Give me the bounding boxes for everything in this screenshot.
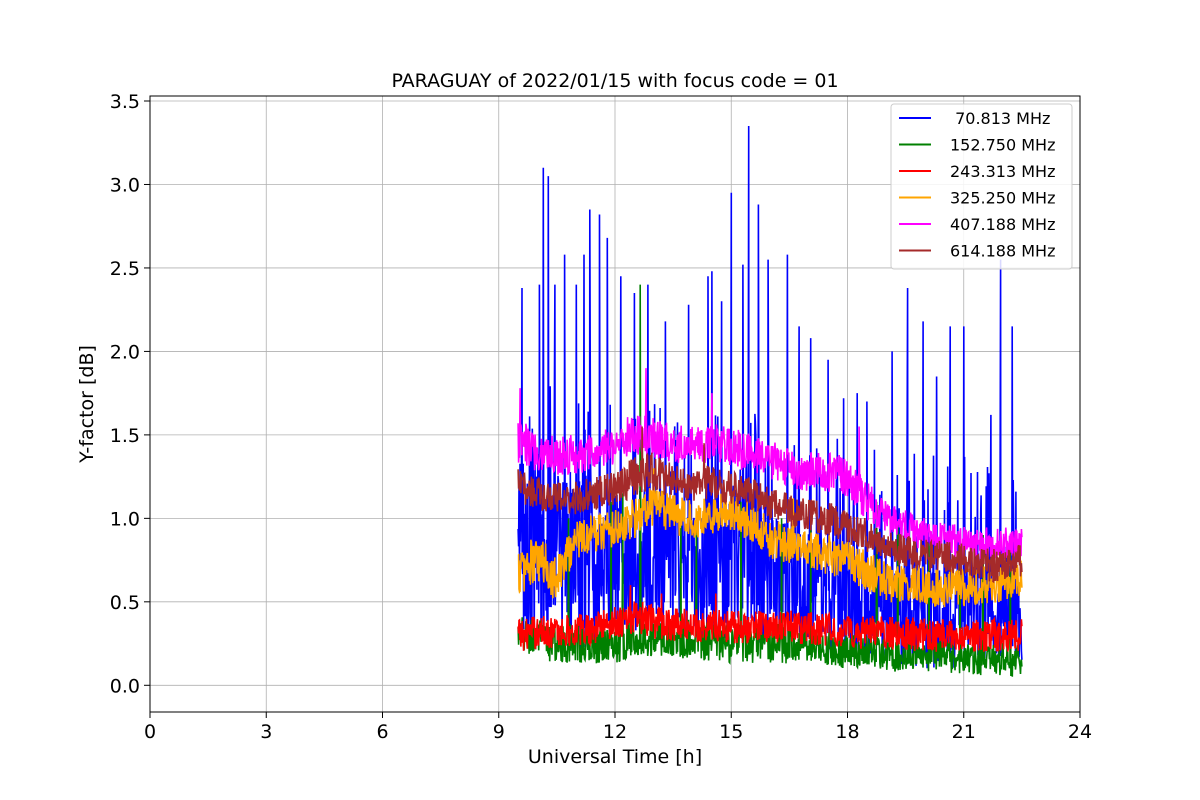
y-tick-label: 1.5 <box>110 425 140 447</box>
legend-label: 243.313 MHz <box>950 162 1055 181</box>
legend-label: 70.813 MHz <box>950 109 1050 128</box>
x-axis: 0 3 6 9 12 15 18 21 24 <box>144 712 1092 743</box>
x-axis-label: Universal Time [h] <box>528 746 702 768</box>
y-tick-label: 2.5 <box>110 258 140 280</box>
x-tick-label: 24 <box>1068 721 1092 743</box>
y-axis-label: Y-factor [dB] <box>76 345 98 464</box>
legend-label: 407.188 MHz <box>950 215 1055 234</box>
y-tick-label: 3.5 <box>110 91 140 113</box>
series-line <box>517 585 1023 652</box>
chart-title: PARAGUAY of 2022/01/15 with focus code =… <box>391 70 838 92</box>
y-tick-label: 3.0 <box>110 174 140 196</box>
legend: 70.813 MHz 152.750 MHz 243.313 MHz 325.250 … <box>890 103 1073 270</box>
legend-label: 152.750 MHz <box>950 136 1055 155</box>
x-tick-label: 21 <box>952 721 976 743</box>
x-tick-label: 6 <box>376 721 388 743</box>
series-line <box>517 426 1023 584</box>
x-tick-label: 18 <box>835 721 859 743</box>
y-tick-label: 2.0 <box>110 341 140 363</box>
legend-label: 614.188 MHz <box>950 242 1055 261</box>
x-tick-label: 15 <box>719 721 743 743</box>
y-tick-label: 1.0 <box>110 508 140 530</box>
x-tick-label: 12 <box>603 721 627 743</box>
series-line <box>517 468 1023 608</box>
legend-label: 325.250 MHz <box>950 189 1055 208</box>
y-axis: 0.0 0.5 1.0 1.5 2.0 2.5 3.0 3.5 <box>110 91 150 697</box>
y-tick-label: 0.0 <box>110 675 140 697</box>
legend-box <box>890 103 1073 270</box>
x-tick-label: 9 <box>493 721 505 743</box>
series-layer <box>517 125 1023 677</box>
x-tick-label: 0 <box>144 721 156 743</box>
y-tick-label: 0.5 <box>110 592 140 614</box>
x-tick-label: 3 <box>260 721 272 743</box>
